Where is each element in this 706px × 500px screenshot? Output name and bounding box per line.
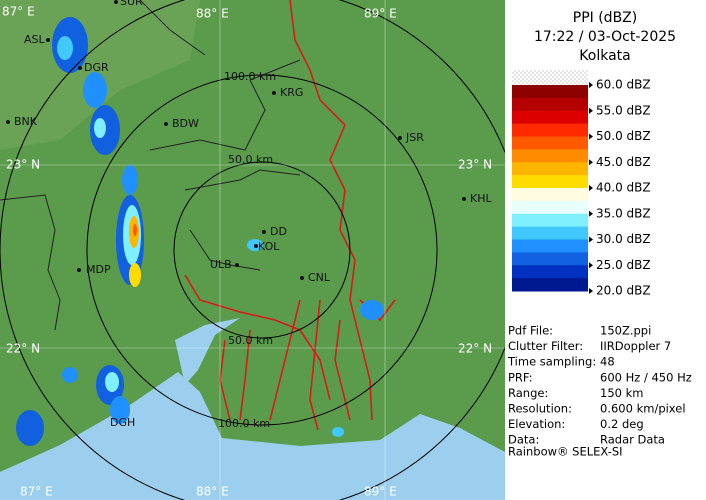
grid-label: 22° N bbox=[458, 342, 492, 356]
info-value: 600 Hz / 450 Hz bbox=[600, 370, 692, 384]
info-value: 150 km bbox=[600, 386, 643, 400]
info-key: Time sampling: bbox=[507, 355, 596, 369]
info-key: Resolution: bbox=[508, 402, 572, 416]
legend-label: 30.0 dBZ bbox=[596, 232, 651, 246]
info-key: Data: bbox=[508, 433, 539, 447]
legend-label: 35.0 dBZ bbox=[596, 206, 651, 220]
legend-overflow bbox=[512, 70, 588, 85]
grid-label: 88° E bbox=[196, 7, 229, 21]
rivers-borders bbox=[184, 0, 396, 431]
info-key: Pdf File: bbox=[508, 324, 553, 338]
panel-title: PPI (dBZ) bbox=[573, 10, 637, 26]
panel-site: Kolkata bbox=[579, 48, 630, 64]
info-value: 0.600 km/pixel bbox=[600, 402, 686, 416]
legend-tick bbox=[589, 210, 593, 217]
legend-label: 45.0 dBZ bbox=[596, 155, 651, 169]
legend-swatch bbox=[512, 123, 588, 137]
info-key: Range: bbox=[508, 386, 548, 400]
legend-swatch bbox=[512, 226, 588, 240]
grid-label: 23° N bbox=[458, 158, 492, 172]
town-label: JSR bbox=[405, 131, 424, 144]
town-label: DGR bbox=[84, 61, 109, 74]
legend-label: 25.0 dBZ bbox=[596, 258, 651, 272]
info-value: Radar Data bbox=[600, 433, 665, 447]
legend-tick bbox=[589, 288, 593, 294]
info-key: PRF: bbox=[508, 370, 533, 384]
grid-label: 87° E bbox=[20, 485, 53, 499]
grid-label: 22° N bbox=[6, 342, 40, 356]
legend-swatch bbox=[512, 213, 588, 228]
legend-swatch bbox=[512, 149, 588, 163]
town-label: KRG bbox=[280, 86, 303, 99]
legend-swatch bbox=[512, 188, 588, 202]
info-value: 48 bbox=[600, 355, 615, 369]
sea bbox=[0, 372, 505, 500]
town-dots bbox=[6, 0, 466, 280]
legend-label: 50.0 dBZ bbox=[596, 129, 651, 143]
town-label: DD bbox=[270, 225, 287, 238]
legend-swatch bbox=[512, 239, 588, 253]
legend-tick bbox=[589, 185, 593, 191]
grid-label: 89° E bbox=[364, 7, 397, 21]
legend: 60.0 dBZ 55.0 dBZ 50.0 dBZ 45.0 dBZ 40.0 dBZ… bbox=[512, 78, 651, 298]
town-label: BNK bbox=[14, 115, 38, 128]
legend-label: 40.0 dBZ bbox=[596, 181, 651, 195]
legend-swatch bbox=[512, 110, 588, 125]
town-label: SUR bbox=[120, 0, 143, 8]
legend-tick bbox=[589, 107, 593, 114]
radar-echoes bbox=[16, 17, 384, 446]
info-table: Pdf File: 150Z.ppi Clutter Filter: IIRDoppl… bbox=[507, 324, 692, 447]
legend-tick bbox=[589, 159, 593, 166]
map: 87° E 88° E 89° E 23° N 22° N 23° N 22° … bbox=[0, 0, 505, 500]
range-label: 50.0 km bbox=[228, 334, 273, 347]
grid-label: 89° E bbox=[364, 485, 397, 499]
legend-tick bbox=[589, 262, 593, 269]
range-rings bbox=[0, 0, 505, 500]
town-label: DGH bbox=[110, 416, 135, 429]
district-borders bbox=[0, 0, 301, 331]
legend-swatch bbox=[512, 136, 588, 150]
range-label: 100.0 km bbox=[224, 70, 276, 83]
info-value: 0.2 deg bbox=[600, 417, 644, 431]
town-label: ULB bbox=[210, 258, 232, 271]
legend-swatch bbox=[512, 200, 588, 215]
legend-swatch bbox=[512, 278, 588, 292]
town-label: KOL bbox=[258, 240, 280, 253]
legend-swatch bbox=[512, 265, 588, 279]
legend-swatch bbox=[512, 162, 588, 176]
estuary bbox=[175, 318, 240, 385]
town-label: BDW bbox=[172, 117, 199, 130]
grid-label: 88° E bbox=[196, 485, 229, 499]
graticule bbox=[0, 0, 505, 500]
grid-label: 23° N bbox=[6, 158, 40, 172]
legend-swatch bbox=[512, 175, 588, 189]
town-label: ASL bbox=[24, 33, 46, 46]
legend-label: 55.0 dBZ bbox=[596, 103, 651, 117]
legend-tick bbox=[589, 236, 593, 243]
info-value: 150Z.ppi bbox=[600, 324, 651, 338]
legend-tick bbox=[589, 82, 593, 88]
legend-label: 60.0 dBZ bbox=[596, 78, 651, 92]
info-key: Elevation: bbox=[508, 417, 565, 431]
town-label: KHL bbox=[470, 192, 492, 205]
grid-label: 87° E bbox=[2, 5, 35, 19]
legend-swatch bbox=[512, 85, 588, 99]
town-label: MDP bbox=[86, 263, 111, 276]
footer: Rainbow® SELEX-SI bbox=[508, 445, 623, 459]
legend-label: 20.0 dBZ bbox=[596, 284, 651, 298]
range-label: 50.0 km bbox=[228, 153, 273, 166]
info-value: IIRDoppler 7 bbox=[600, 339, 671, 353]
town-label: CNL bbox=[308, 271, 331, 284]
range-label: 100.0 km bbox=[218, 417, 270, 430]
legend-swatch bbox=[512, 97, 588, 112]
info-key: Clutter Filter: bbox=[508, 339, 583, 353]
legend-tick bbox=[589, 133, 593, 140]
legend-swatch bbox=[512, 252, 588, 266]
panel-time: 17:22 / 03-Oct-2025 bbox=[534, 29, 676, 45]
